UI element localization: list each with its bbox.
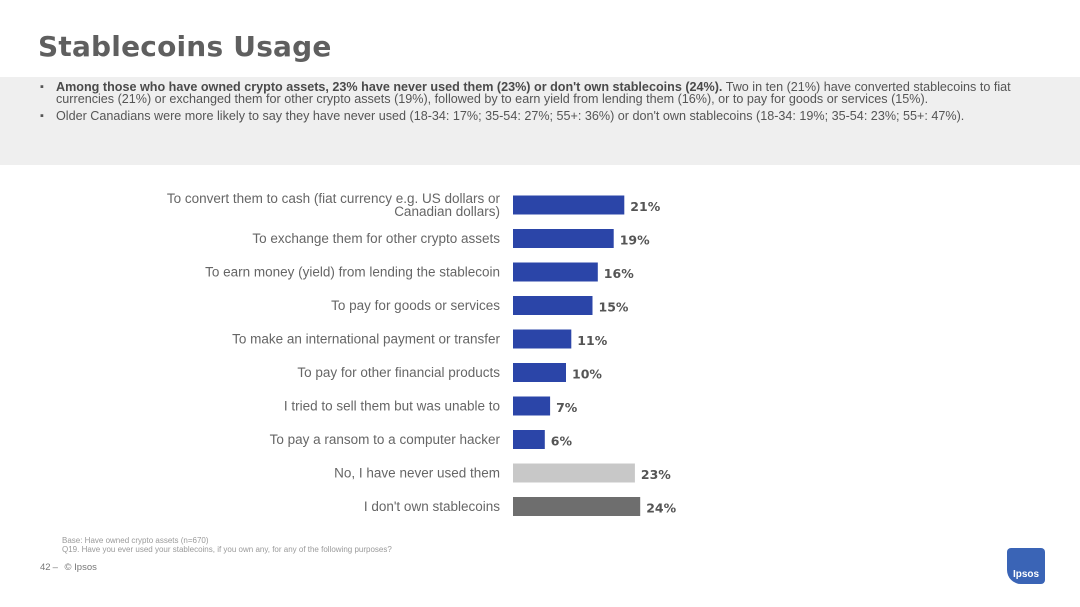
summary-box: Among those who have owned crypto assets… (0, 77, 1080, 165)
category-label: To pay for goods or services (331, 298, 500, 313)
category-label: I don't own stablecoins (364, 499, 500, 514)
summary-bullet: Older Canadians were more likely to say … (40, 109, 1040, 123)
bar (513, 363, 566, 382)
category-label: To pay a ransom to a computer hacker (270, 432, 501, 447)
logo-text: Ipsos (1012, 569, 1040, 580)
data-label: 7% (556, 400, 578, 415)
data-label: 24% (646, 501, 676, 516)
bar (513, 497, 641, 516)
category-label: To exchange them for other crypto assets (252, 231, 500, 246)
data-label: 6% (551, 434, 573, 449)
category-label: No, I have never used them (334, 466, 500, 481)
data-label: 19% (620, 233, 650, 248)
data-label: 10% (572, 367, 602, 382)
category-label: To earn money (yield) from lending the s… (205, 265, 500, 280)
bar (513, 329, 572, 349)
summary-bullet-text: Older Canadians were more likely to say … (56, 109, 965, 123)
copyright: © Ipsos (64, 562, 97, 573)
bar (513, 296, 593, 315)
page-footer: 42– © Ipsos (40, 562, 97, 573)
base-note: Base: Have owned crypto assets (n=670) (62, 536, 209, 545)
ipsos-logo: Ipsos (1007, 548, 1045, 584)
page-number: 42 (40, 562, 51, 573)
summary-bullet-bold: Among those who have owned crypto assets… (56, 80, 723, 94)
data-label: 11% (577, 333, 607, 348)
summary-bullet-text: Two in ten (21%) have converted stableco… (56, 80, 1011, 106)
category-label: I tried to sell them but was unable to (284, 399, 500, 414)
bar (513, 262, 598, 282)
bar-chart: To convert them to cash (fiat currency e… (167, 191, 677, 516)
data-label: 16% (604, 266, 634, 281)
page-title: Stablecoins Usage (38, 30, 332, 63)
data-label: 23% (641, 467, 671, 482)
bar (513, 463, 635, 483)
question-note: Q19. Have you ever used your stablecoins… (62, 545, 392, 554)
bar (513, 396, 551, 416)
bar (513, 430, 545, 449)
data-label: 15% (599, 300, 629, 315)
summary-bullet: Among those who have owned crypto assets… (40, 80, 1040, 106)
category-label: To make an international payment or tran… (232, 332, 500, 347)
category-label: To pay for other financial products (297, 365, 500, 380)
data-label: 21% (630, 199, 660, 214)
bar (513, 195, 625, 215)
category-label: To convert them to cash (fiat currency e… (167, 191, 501, 219)
bar (513, 229, 614, 248)
